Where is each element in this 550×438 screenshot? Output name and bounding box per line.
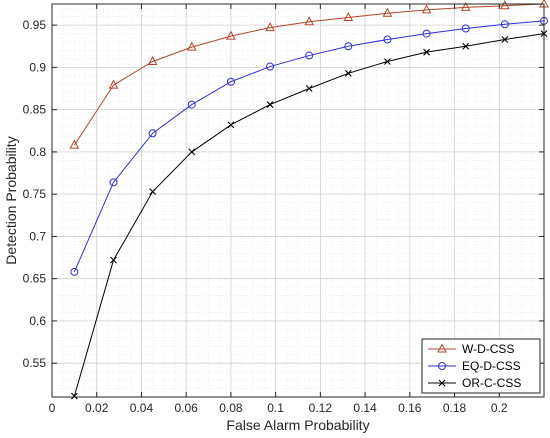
series-layer (69, 0, 549, 400)
data-point (266, 101, 274, 108)
data-point (108, 79, 119, 89)
grid-lines (51, 4, 545, 398)
data-point (305, 51, 314, 60)
x-tick-label: 0.14 (353, 401, 377, 415)
data-point (109, 178, 118, 187)
data-point (462, 42, 470, 50)
y-tick-label: 0.85 (23, 103, 47, 117)
data-point (188, 148, 196, 156)
data-point (266, 62, 275, 71)
data-point (187, 100, 196, 109)
legend-label: W-D-CSS (462, 342, 514, 356)
x-tick-label: 0.16 (398, 401, 422, 415)
data-point (110, 256, 117, 264)
data-point (69, 139, 80, 149)
data-point (382, 7, 393, 17)
y-tick-label: 0.55 (23, 356, 47, 370)
data-point (149, 188, 157, 196)
x-tick-label: 0.02 (85, 401, 109, 415)
data-point (186, 41, 197, 51)
data-point (500, 20, 509, 29)
legend-entry: EQ-D-CSS (428, 359, 521, 373)
legend-marker (438, 379, 446, 387)
data-point (70, 267, 79, 276)
y-axis-ticks: 0.55 0.6 0.65 0.7 0.75 0.8 0.85 0.9 0.95 (23, 18, 544, 370)
x-tick-label: 0.08 (219, 401, 243, 415)
y-tick-label: 0.9 (29, 60, 46, 74)
y-tick-label: 0.6 (29, 314, 46, 328)
plot-frame (51, 3, 545, 398)
data-point (500, 0, 510, 10)
legend-label: EQ-D-CSS (462, 359, 521, 373)
x-tick-label: 0.06 (175, 401, 199, 415)
y-tick-label: 0.8 (29, 145, 46, 159)
series-line (73, 20, 545, 273)
legend-entry: W-D-CSS (428, 342, 514, 356)
x-tick-label: 0.04 (130, 401, 154, 415)
legend: W-D-CSS EQ-D-CSS OR-C-CSS (421, 338, 541, 394)
legend-marker (438, 362, 446, 370)
y-tick-label: 0.95 (23, 18, 47, 32)
data-point (304, 16, 315, 26)
y-axis-title: Detection Probability (3, 136, 19, 264)
legend-entry: OR-C-CSS (428, 376, 521, 390)
data-point (501, 36, 509, 43)
x-tick-label: 0.18 (443, 401, 467, 415)
y-tick-label: 0.65 (23, 272, 47, 286)
data-point (343, 11, 354, 22)
data-point (148, 129, 157, 138)
data-point (422, 29, 431, 38)
legend-label: OR-C-CSS (462, 376, 521, 390)
series-w-d-css (69, 0, 549, 149)
y-tick-label: 0.75 (23, 187, 47, 201)
data-point (147, 55, 158, 65)
data-point (344, 42, 353, 51)
data-point (70, 392, 78, 400)
legend-marker (437, 343, 447, 353)
data-point (423, 48, 430, 56)
y-tick-label: 0.7 (29, 229, 46, 243)
data-point (305, 85, 313, 92)
x-tick-label: 0.2 (491, 401, 508, 415)
x-tick-label: 0 (49, 401, 56, 415)
x-tick-label: 0.12 (309, 401, 333, 415)
data-point (384, 58, 391, 65)
x-axis-ticks: 0 0.02 0.04 0.06 0.08 0.1 0.12 0.14 0.16 0.18 0.2 (49, 4, 508, 415)
x-tick-label: 0.1 (267, 401, 284, 415)
data-point (460, 1, 471, 11)
data-point (226, 77, 235, 86)
data-point (383, 35, 392, 44)
series-or-c-css (70, 30, 548, 400)
data-point (226, 30, 236, 40)
data-point (421, 4, 432, 14)
data-point (344, 69, 352, 77)
series-line (73, 3, 545, 146)
data-point (265, 22, 275, 32)
x-axis-title: False Alarm Probability (226, 417, 369, 433)
data-point (461, 24, 470, 33)
data-point (227, 121, 235, 129)
